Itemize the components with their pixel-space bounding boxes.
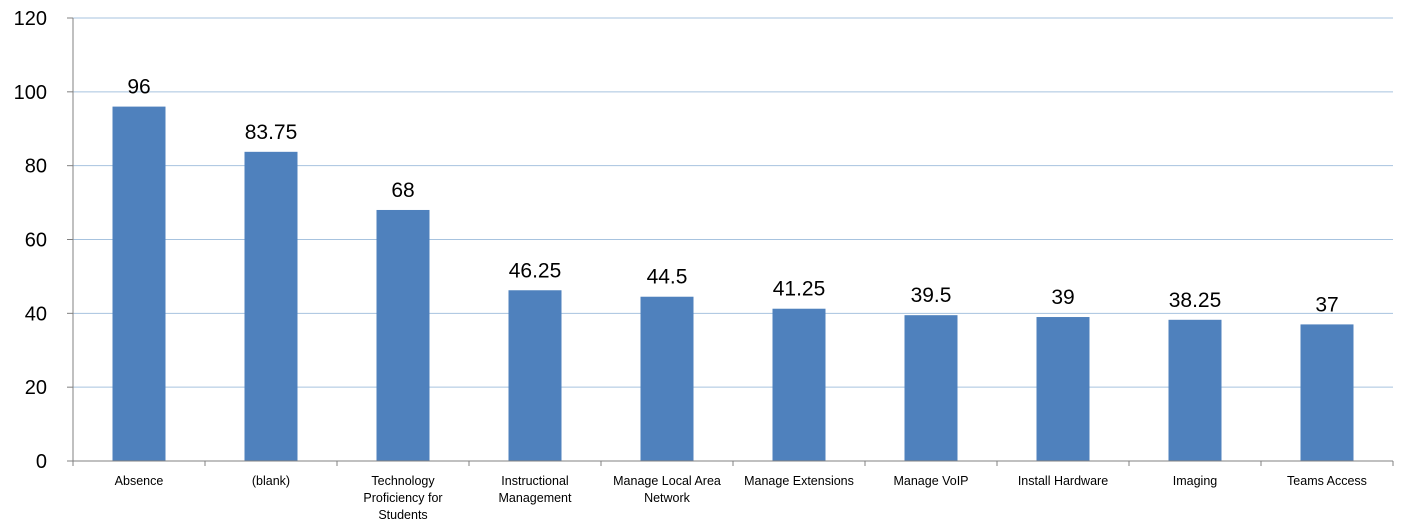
data-label: 83.75 bbox=[245, 121, 298, 144]
category-label: Install Hardware bbox=[1018, 474, 1108, 488]
data-label: 96 bbox=[127, 76, 150, 99]
category-label-line: Technology bbox=[371, 474, 435, 488]
bar bbox=[1036, 317, 1090, 461]
y-tick-labels: 0 20 40 60 80 100 120 bbox=[14, 8, 47, 473]
data-label: 68 bbox=[391, 179, 414, 202]
data-label: 39 bbox=[1051, 286, 1074, 309]
category-label-line: Proficiency for bbox=[363, 491, 442, 505]
bars bbox=[112, 106, 1354, 461]
axes bbox=[67, 17, 1394, 466]
y-tick-label: 80 bbox=[25, 156, 47, 178]
y-tick-label: 0 bbox=[36, 451, 47, 473]
data-label: 38.25 bbox=[1169, 289, 1222, 312]
category-label: Imaging bbox=[1173, 474, 1218, 488]
category-label-line: (blank) bbox=[252, 474, 290, 488]
category-label: Absence bbox=[115, 474, 164, 488]
bar bbox=[904, 315, 958, 461]
bar bbox=[772, 308, 826, 461]
y-tick-label: 120 bbox=[14, 8, 47, 30]
y-tick-label: 60 bbox=[25, 230, 47, 252]
data-label: 37 bbox=[1315, 293, 1338, 316]
y-tick-label: 100 bbox=[14, 82, 47, 104]
category-label: Manage VoIP bbox=[893, 474, 968, 488]
data-labels: 96 83.75 68 46.25 44.5 41.25 39.5 39 38.25 37 bbox=[127, 76, 1338, 317]
category-label-line: Manage Extensions bbox=[744, 474, 854, 488]
bar bbox=[244, 151, 298, 461]
category-label: Manage Extensions bbox=[744, 474, 854, 488]
category-label: (blank) bbox=[252, 474, 290, 488]
bar bbox=[1300, 324, 1354, 461]
category-label-line: Students bbox=[378, 508, 427, 522]
bar bbox=[112, 106, 166, 461]
bar bbox=[1168, 319, 1222, 461]
category-label-line: Manage Local Area bbox=[613, 474, 721, 488]
category-label-line: Teams Access bbox=[1287, 474, 1367, 488]
data-label: 39.5 bbox=[911, 284, 952, 307]
category-label: Manage Local Area Network bbox=[613, 474, 721, 505]
category-labels: Absence (blank) Technology Proficiency for S… bbox=[115, 474, 1367, 522]
data-label: 46.25 bbox=[509, 259, 562, 282]
bar bbox=[376, 209, 430, 461]
data-label: 44.5 bbox=[647, 266, 688, 289]
category-label: Instructional Management bbox=[499, 474, 572, 505]
y-tick-label: 40 bbox=[25, 303, 47, 325]
category-label-line: Management bbox=[499, 491, 572, 505]
category-label: Technology Proficiency for Students bbox=[363, 474, 442, 522]
category-label-line: Imaging bbox=[1173, 474, 1218, 488]
category-label-line: Absence bbox=[115, 474, 164, 488]
category-label-line: Manage VoIP bbox=[893, 474, 968, 488]
bar bbox=[508, 290, 562, 461]
category-label-line: Install Hardware bbox=[1018, 474, 1108, 488]
data-label: 41.25 bbox=[773, 278, 826, 301]
category-label: Teams Access bbox=[1287, 474, 1367, 488]
bar bbox=[640, 296, 694, 461]
category-label-line: Network bbox=[644, 491, 691, 505]
y-tick-label: 20 bbox=[25, 377, 47, 399]
category-label-line: Instructional bbox=[501, 474, 568, 488]
